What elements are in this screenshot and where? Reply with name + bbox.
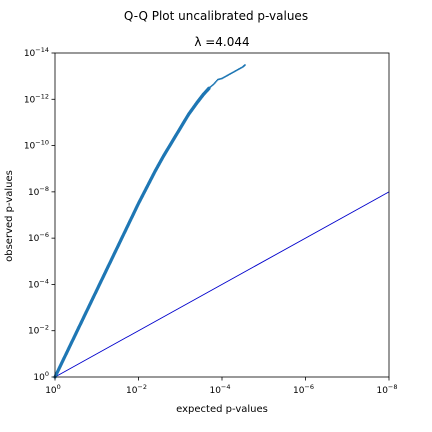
chart-title: Q-Q Plot uncalibrated p-values <box>124 9 308 23</box>
chart-subtitle: λ =4.044 <box>194 35 249 49</box>
x-axis-label: expected p-values <box>176 404 268 415</box>
y-axis-label: observed p-values <box>4 170 15 262</box>
data-point <box>244 64 246 66</box>
